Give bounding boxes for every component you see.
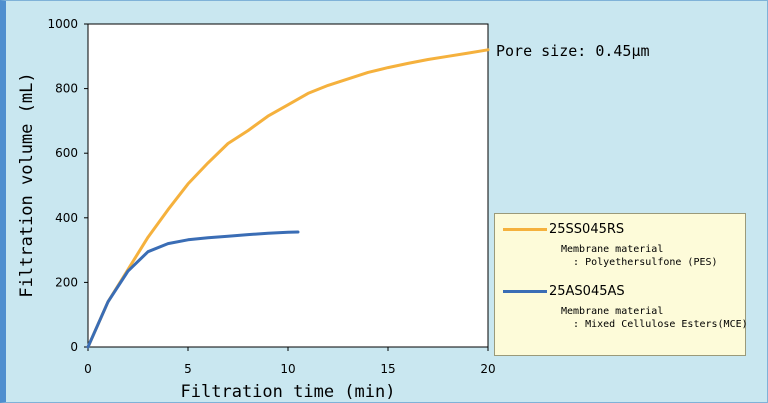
y-tick-label-3: 600 [55,146,78,160]
legend-swatch-series-2 [503,290,547,293]
legend-label-series-2: 25AS045AS [549,284,625,299]
legend-detail-1a: Membrane material [561,244,664,255]
legend-detail-2a: Membrane material [561,306,664,317]
y-axis-title: Filtration volume (mL) [17,72,37,297]
legend-item-series-2: 25AS045AS [503,284,625,299]
x-tick-label-4: 20 [480,362,495,376]
legend-swatch-series-1 [503,228,547,231]
x-tick-label-0: 0 [84,362,92,376]
y-tick-label-0: 0 [70,340,78,354]
x-axis-title: Filtration time (min) [181,382,396,402]
y-tick-label-4: 800 [55,82,78,96]
legend-detail-series-2: Membrane material : Mixed Cellulose Este… [561,305,748,331]
plot-area [87,23,489,348]
y-tick-label-2: 400 [55,211,78,225]
x-tick-label-2: 10 [280,362,295,376]
series-line-2 [86,230,300,349]
legend-detail-series-1: Membrane material : Polyethersulfone (PE… [561,243,718,269]
legend: 25SS045RS Membrane material : Polyethers… [494,213,748,356]
x-tick-label-1: 5 [184,362,192,376]
x-tick-label-3: 15 [380,362,395,376]
legend-label-series-1: 25SS045RS [549,222,625,237]
y-tick-label-1: 200 [55,275,78,289]
series-line-1 [86,48,490,349]
legend-item-series-1: 25SS045RS [503,222,624,237]
series-layer [86,48,490,349]
y-tick-label-5: 1000 [47,17,78,31]
pore-size-annotation: Pore size: 0.45μm [496,42,650,60]
legend-detail-2b: : Mixed Cellulose Esters(MCE) [573,319,748,330]
legend-detail-1b: : Polyethersulfone (PES) [573,257,718,268]
